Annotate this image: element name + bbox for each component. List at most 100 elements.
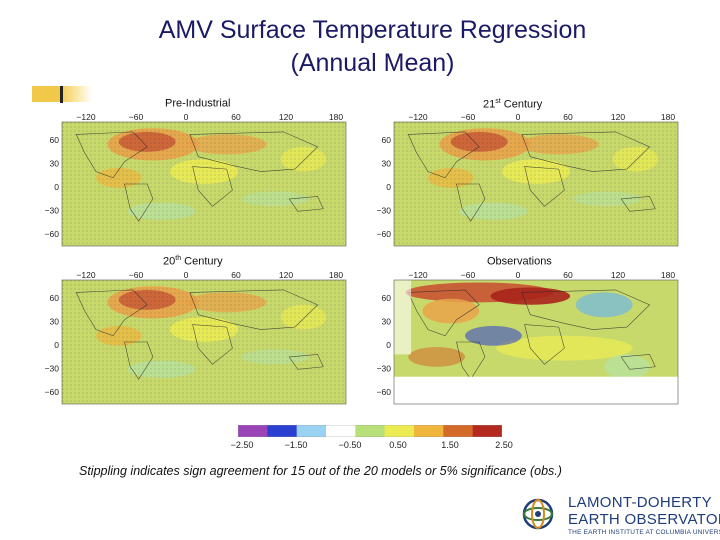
continent-outline — [620, 354, 656, 370]
lat-tick-label: −60 — [45, 387, 60, 397]
colorbar-tick: 2.50 — [495, 440, 513, 450]
anomaly-region — [604, 354, 650, 380]
lon-tick-label: 60 — [563, 270, 573, 280]
lat-tick-label: −30 — [45, 364, 60, 374]
lon-tick-label: −60 — [461, 112, 476, 122]
map-frame — [393, 121, 679, 247]
lon-tick-label: −60 — [461, 270, 476, 280]
colorbar-segment — [267, 425, 298, 437]
colorbar-tick: −0.50 — [338, 440, 362, 450]
lon-tick-label: 180 — [329, 270, 343, 280]
lat-tick-label: 60 — [382, 135, 392, 145]
colorbar-tick: 1.50 — [441, 440, 459, 450]
lon-tick-label: −120 — [408, 270, 427, 280]
lon-tick-label: 120 — [611, 112, 625, 122]
lon-tick-label: 120 — [279, 270, 293, 280]
lon-tick-label: 0 — [184, 112, 189, 122]
label-observations: Observations — [487, 255, 552, 268]
lon-tick-label: 0 — [516, 270, 521, 280]
label-21st-century: 21st Century — [483, 98, 543, 111]
lat-tick-label: −60 — [45, 229, 60, 239]
stippling — [62, 122, 346, 246]
label-preindustrial: Pre-Industrial — [165, 97, 231, 110]
anomaly-region — [422, 298, 480, 324]
lat-tick-label: 30 — [50, 159, 60, 169]
map-21st-century: −120 −60 0 60 120 180 60 30 0 −30 −60 — [377, 112, 679, 247]
colorbar-segment — [296, 425, 327, 437]
anomaly-region — [575, 292, 633, 318]
lat-tick-label: 0 — [386, 182, 391, 192]
lat-tick-label: 30 — [382, 159, 392, 169]
continent-outline — [456, 341, 486, 380]
anomaly-region — [408, 346, 465, 367]
lat-tick-label: −60 — [377, 387, 392, 397]
map-frame — [61, 279, 347, 405]
colorbar-segment — [414, 425, 444, 437]
slide-title: AMV Surface Temperature Regression (Annu… — [0, 14, 720, 80]
lat-tick-label: −30 — [377, 364, 392, 374]
colorbar-tick: 0.50 — [389, 440, 407, 450]
title-line-2: (Annual Mean) — [290, 49, 455, 77]
no-data-area — [394, 280, 412, 355]
lon-tick-label: 60 — [231, 112, 241, 122]
lat-tick-label: 0 — [54, 340, 59, 350]
logo-line-2: EARTH OBSERVATORY — [568, 511, 720, 528]
map-20th-century: −120 −60 0 60 120 180 60 30 0 −30 −60 — [45, 270, 347, 405]
colorbar-segment — [326, 425, 356, 437]
no-data-area — [394, 376, 678, 404]
colorbar-segment — [355, 425, 386, 437]
map-frame — [61, 121, 347, 247]
lat-tick-label: 30 — [382, 317, 392, 327]
colorbar-segment — [443, 425, 474, 437]
map-field — [62, 122, 346, 246]
lat-tick-label: 60 — [50, 135, 60, 145]
continent-outline — [524, 324, 565, 365]
anomaly-region — [465, 325, 522, 346]
lon-tick-label: −60 — [129, 270, 144, 280]
lon-tick-label: 120 — [611, 270, 625, 280]
lon-tick-label: −120 — [408, 112, 427, 122]
accent-mark — [60, 86, 63, 103]
lat-tick-label: 0 — [54, 182, 59, 192]
map-frame — [393, 279, 679, 405]
lon-tick-label: 180 — [329, 112, 343, 122]
stippling — [62, 280, 346, 404]
logo-line-1: LAMONT-DOHERTY — [568, 494, 712, 511]
lon-tick-label: 180 — [661, 270, 675, 280]
lat-tick-label: −30 — [377, 206, 392, 216]
lat-tick-label: −60 — [377, 229, 392, 239]
lon-tick-label: −60 — [129, 112, 144, 122]
logo-text: LAMONT-DOHERTY EARTH OBSERVATORY THE EAR… — [568, 494, 720, 538]
continent-outline — [407, 289, 480, 337]
lon-tick-label: 180 — [661, 112, 675, 122]
colorbar-tick: −2.50 — [230, 440, 254, 450]
lon-tick-label: 0 — [516, 112, 521, 122]
lat-tick-label: 60 — [50, 293, 60, 303]
continent-outline — [521, 289, 651, 330]
logo-line-3: THE EARTH INSTITUTE AT COLUMBIA UNIVERSI… — [568, 529, 720, 536]
lon-tick-label: −120 — [76, 112, 95, 122]
colorbar-tick: −1.50 — [284, 440, 308, 450]
lat-tick-label: −30 — [45, 206, 60, 216]
map-observations: −120 −60 0 60 120 180 60 30 0 −30 −60 — [377, 270, 679, 405]
title-line-1: AMV Surface Temperature Regression — [158, 16, 587, 44]
anomaly-region — [490, 287, 571, 305]
map-preindustrial: −120 −60 0 60 120 180 60 30 0 −30 −60 — [45, 112, 347, 247]
stippling — [394, 122, 678, 246]
lat-tick-label: 60 — [382, 293, 392, 303]
colorbar-ticks: −2.50 −1.50 −0.50 0.50 1.50 2.50 — [228, 440, 520, 452]
logo-globe-icon — [522, 498, 554, 530]
lon-tick-label: 120 — [279, 112, 293, 122]
lon-tick-label: 0 — [184, 270, 189, 280]
caption: Stippling indicates sign agreement for 1… — [79, 464, 562, 478]
lat-tick-label: 30 — [50, 317, 60, 327]
map-field — [62, 280, 346, 404]
map-field — [394, 122, 678, 246]
lon-tick-label: 60 — [563, 112, 573, 122]
colorbar-segment — [384, 425, 415, 437]
lamont-doherty-logo — [522, 498, 554, 530]
colorbar — [238, 425, 502, 437]
map-field — [394, 280, 678, 404]
colorbar-segment — [472, 425, 502, 437]
label-20th-century: 20th Century — [163, 255, 223, 268]
